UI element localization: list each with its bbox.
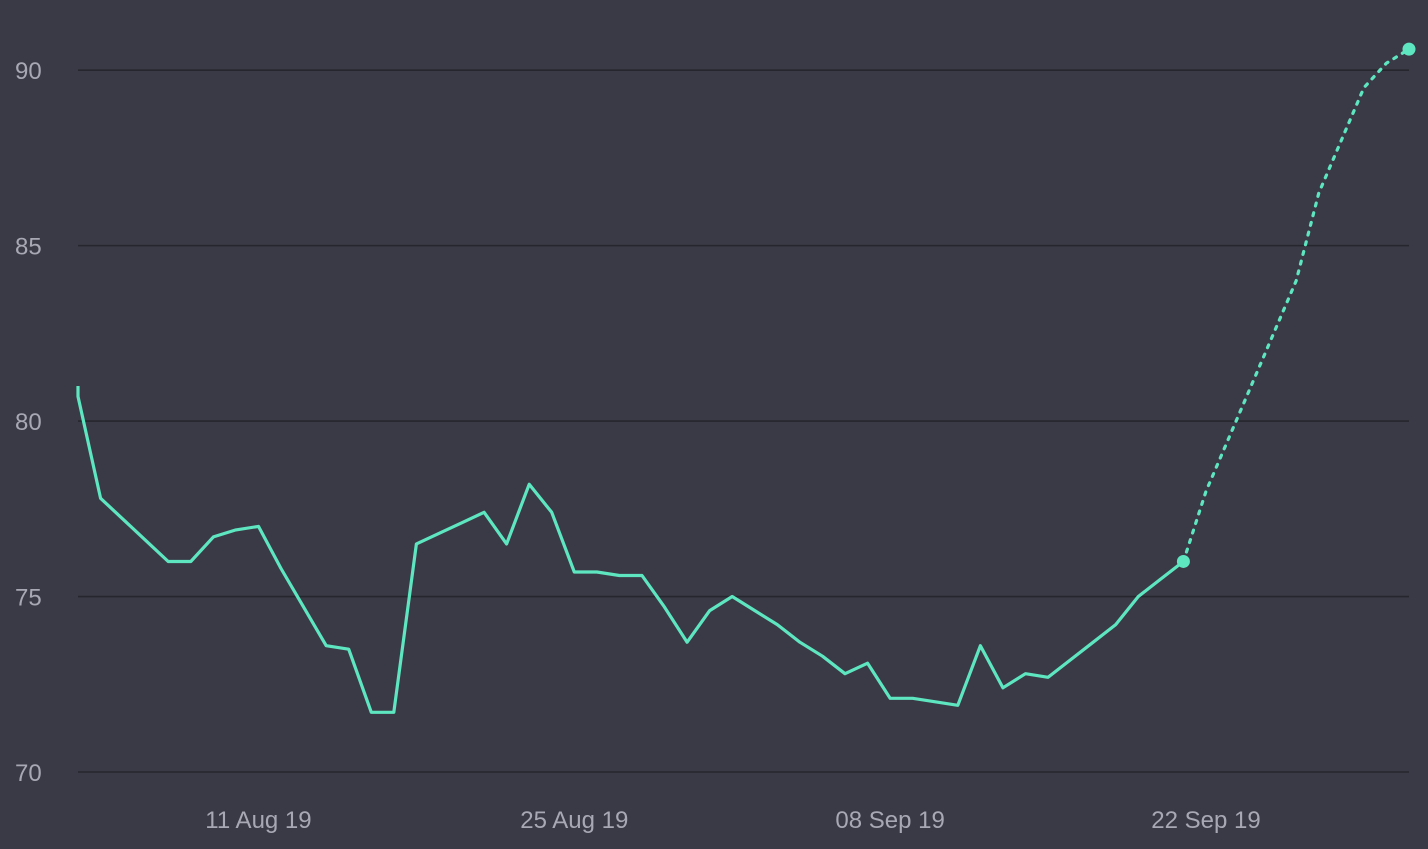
x-tick-label: 11 Aug 19	[205, 807, 311, 834]
y-axis: 70 75 80 85 90	[15, 58, 42, 787]
y-tick-label: 80	[15, 409, 42, 436]
x-tick-label: 08 Sep 19	[835, 807, 944, 834]
forecast-end-point	[1402, 42, 1416, 56]
y-tick-label: 90	[15, 58, 42, 85]
series-layer	[76, 42, 1416, 714]
x-axis: 11 Aug 19 25 Aug 19 08 Sep 19 22 Sep 19	[205, 807, 1260, 834]
series-end-point	[1176, 554, 1190, 568]
x-tick-label: 25 Aug 19	[520, 807, 628, 834]
forecast-series-line	[1181, 47, 1411, 564]
grid-layer	[78, 69, 1409, 773]
y-tick-label: 75	[15, 585, 42, 612]
y-tick-label: 70	[15, 760, 42, 787]
x-tick-label: 22 Sep 19	[1151, 807, 1260, 834]
y-tick-label: 85	[15, 234, 42, 261]
series-line	[76, 386, 1185, 714]
